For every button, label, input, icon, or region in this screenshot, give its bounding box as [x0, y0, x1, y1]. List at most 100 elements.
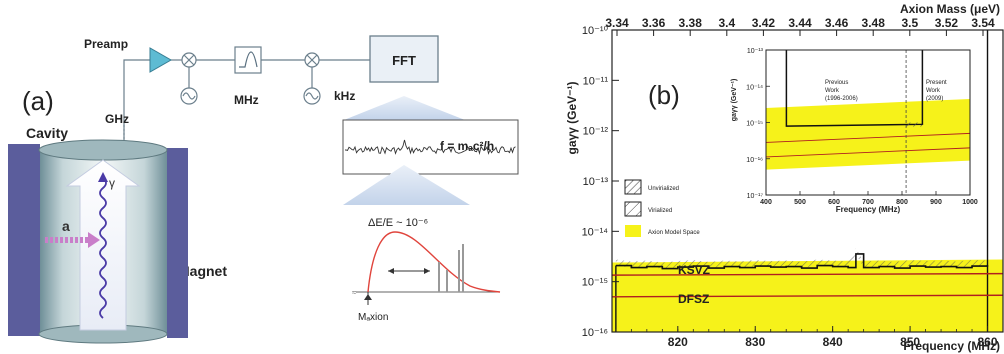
- legend-label-virialized: Virialized: [648, 208, 672, 214]
- photon-wave-icon: [99, 177, 107, 319]
- x-top-tick-label: 3.52: [935, 16, 959, 30]
- panel-a-label: (a): [22, 86, 54, 116]
- x-top-tick-label: 3.38: [679, 16, 703, 30]
- y-tick-label: 10⁻¹⁰: [582, 25, 609, 37]
- dfsz-label: DFSZ: [678, 292, 709, 306]
- dfsz-line: [611, 294, 1004, 298]
- filter-icon: [234, 46, 262, 74]
- exclusion-limit-line: [615, 253, 989, 270]
- x-top-tick-label: 3.4: [718, 16, 735, 30]
- x-top-tick-label: 3.42: [752, 16, 776, 30]
- inset-y-axis-title: gaγγ (GeV⁻¹): [731, 79, 738, 122]
- ksvz-label: KSVZ: [678, 263, 710, 277]
- x-tick-label: 860: [977, 335, 997, 349]
- cavity-label: Cavity: [26, 125, 68, 141]
- x-tick-label: 820: [668, 335, 688, 349]
- spectrum-trace: [344, 139, 516, 155]
- axion-mass-label: Mₐxion: [358, 312, 388, 323]
- inset-ksvz-line: [765, 132, 971, 143]
- x-top-tick-label: 3.34: [605, 16, 629, 30]
- signal-chain-wires: [123, 59, 370, 160]
- y-tick-label: 10⁻¹³: [583, 176, 609, 188]
- panel-b: (b) Axion Mass (μeV) Frequency (MHz) gaγ…: [565, 2, 1004, 353]
- inset-y-tick-label: 10⁻¹⁴: [746, 84, 763, 91]
- axion-arrow: [45, 232, 100, 248]
- inset-present-line-2: Work: [926, 88, 941, 94]
- panel-a: FFT Preamp MHz kHz GHz (a) Cavity Magnet…: [8, 35, 519, 344]
- inset-x-tick-label: 700: [862, 199, 874, 206]
- x-top-tick-label: 3.5: [901, 16, 918, 30]
- legend-label-unvirialized: Unvirialized: [648, 186, 679, 192]
- x-top-tick-label: 3.54: [971, 16, 995, 30]
- fft-beam-lower: [343, 165, 470, 205]
- inset-dfsz-line: [765, 147, 971, 158]
- x-tick-label: 850: [900, 335, 920, 349]
- inset-x-tick-label: 800: [896, 199, 908, 206]
- fft-beam-upper: [344, 96, 465, 120]
- inset-x-tick-label: 500: [794, 199, 806, 206]
- legend-swatch-unvirialized: [624, 179, 642, 195]
- ghz-label: GHz: [105, 112, 129, 126]
- panel-b-label: (b): [648, 80, 680, 110]
- x-top-tick-label: 3.36: [642, 16, 666, 30]
- inset: Frequency (MHz) gaγγ (GeV⁻¹) Previous Wo…: [731, 49, 971, 214]
- inset-y-tick-label: 10⁻¹³: [747, 48, 764, 55]
- axion-symbol: a: [62, 218, 70, 234]
- inset-present-region: [906, 122, 923, 127]
- y-tick-label: 10⁻¹⁶: [582, 327, 608, 339]
- y-tick-label: 10⁻¹⁵: [582, 277, 608, 289]
- y-tick-label: 10⁻¹⁴: [582, 226, 609, 238]
- fft-label: FFT: [392, 53, 416, 68]
- inset-plot: [765, 50, 971, 195]
- mixer-icon: [304, 52, 320, 68]
- inset-x-tick-label: 1000: [962, 199, 978, 206]
- x-top-tick-label: 3.46: [825, 16, 849, 30]
- inset-x-tick-label: 400: [760, 199, 772, 206]
- ksvz-line: [611, 272, 1004, 276]
- bottom-axis-title: Frequency (MHz): [903, 339, 1000, 353]
- inset-exclusion-line: [785, 50, 924, 127]
- fft-box: [369, 35, 439, 83]
- inset-model-band: [766, 98, 970, 170]
- x-tick-label: 840: [823, 335, 843, 349]
- y-axis-title: gaγγ (GeV⁻¹): [565, 81, 579, 154]
- inset-y-tick-label: 10⁻¹⁶: [746, 157, 763, 164]
- axion-lineshape: ≈: [352, 231, 501, 305]
- oscillator-icon: [180, 87, 198, 105]
- photon-symbol: γ: [109, 176, 115, 190]
- x-tick-label: 830: [745, 335, 765, 349]
- x-top-tick-label: 3.44: [788, 16, 812, 30]
- legend: Unvirialized Virialized Axion Model Spac…: [624, 179, 700, 237]
- preamp-icon: [149, 47, 173, 73]
- legend-swatch-model-space: [625, 225, 641, 237]
- y-tick-label: 10⁻¹¹: [583, 75, 609, 87]
- inset-previous-line-1: Previous: [825, 80, 848, 86]
- unvirialized-exclusion-area: [615, 247, 988, 269]
- svg-text:≈: ≈: [352, 288, 357, 297]
- y-tick-label: 10⁻¹²: [583, 126, 609, 138]
- energy-spread-label: ΔE/E ~ 10⁻⁶: [368, 217, 428, 229]
- x-top-tick-label: 3.48: [862, 16, 886, 30]
- inset-x-axis-title: Frequency (MHz): [836, 205, 901, 214]
- main-plot: [611, 30, 1004, 332]
- inset-y-tick-label: 10⁻¹⁷: [747, 193, 764, 200]
- inset-present-line-1: Present: [926, 80, 947, 86]
- inset-x-tick-label: 900: [930, 199, 942, 206]
- magnet-left: [8, 144, 40, 336]
- legend-swatch-virialized: [624, 201, 642, 217]
- mixer-icon: [181, 52, 197, 68]
- photon-arrowhead: [98, 172, 108, 182]
- inset-y-tick-label: 10⁻¹⁵: [746, 121, 763, 128]
- inset-x-tick-label: 600: [828, 199, 840, 206]
- oscillator-icon: [303, 87, 321, 105]
- inset-previous-line-3: (1996-2006): [825, 96, 858, 102]
- magnet-right: [167, 148, 188, 338]
- mhz-label: MHz: [234, 93, 259, 107]
- inset-previous-line-2: Work: [825, 88, 840, 94]
- preamp-label: Preamp: [84, 37, 128, 51]
- inset-present-line-3: (2009): [926, 96, 943, 102]
- magnet-label: Magnet: [178, 263, 227, 279]
- top-axis-title: Axion Mass (μeV): [900, 2, 1000, 16]
- khz-label: kHz: [334, 89, 355, 103]
